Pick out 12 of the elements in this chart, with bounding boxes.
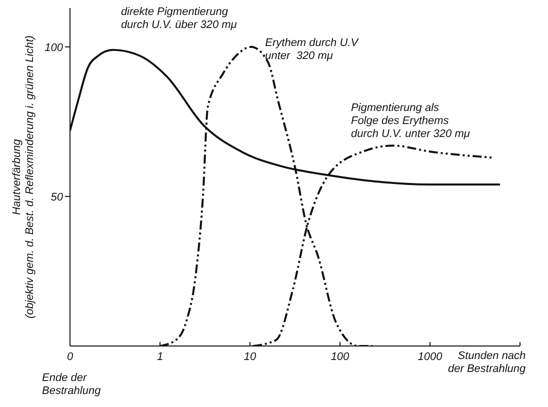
x-tick-label: 1000 xyxy=(418,350,444,363)
x-axis-title: Stunden nach der Bestrahlung xyxy=(448,350,526,376)
x-tick-label: 0 xyxy=(66,350,74,363)
series-label: Pigmentierung als Folge des Erythems durch U.V. unter 320 mμ xyxy=(350,102,470,141)
y-tick-label: 50 xyxy=(50,191,64,204)
series-label: Erythem durch U.V unter 320 mμ xyxy=(265,36,358,63)
x-tick-label: 1 xyxy=(156,350,164,363)
x-tick-label: 10 xyxy=(244,350,257,363)
text: Ende der Bestrahlung xyxy=(42,372,101,398)
y-axis-title: Hautverfärbung (objektiv gem. d. Best. d. Reflexminderung i. grünen Licht) xyxy=(11,35,37,319)
series-label: direkte Pigmentierung durch U.V. über 320 mμ xyxy=(120,6,237,32)
x-tick-label: 100 xyxy=(330,350,350,363)
